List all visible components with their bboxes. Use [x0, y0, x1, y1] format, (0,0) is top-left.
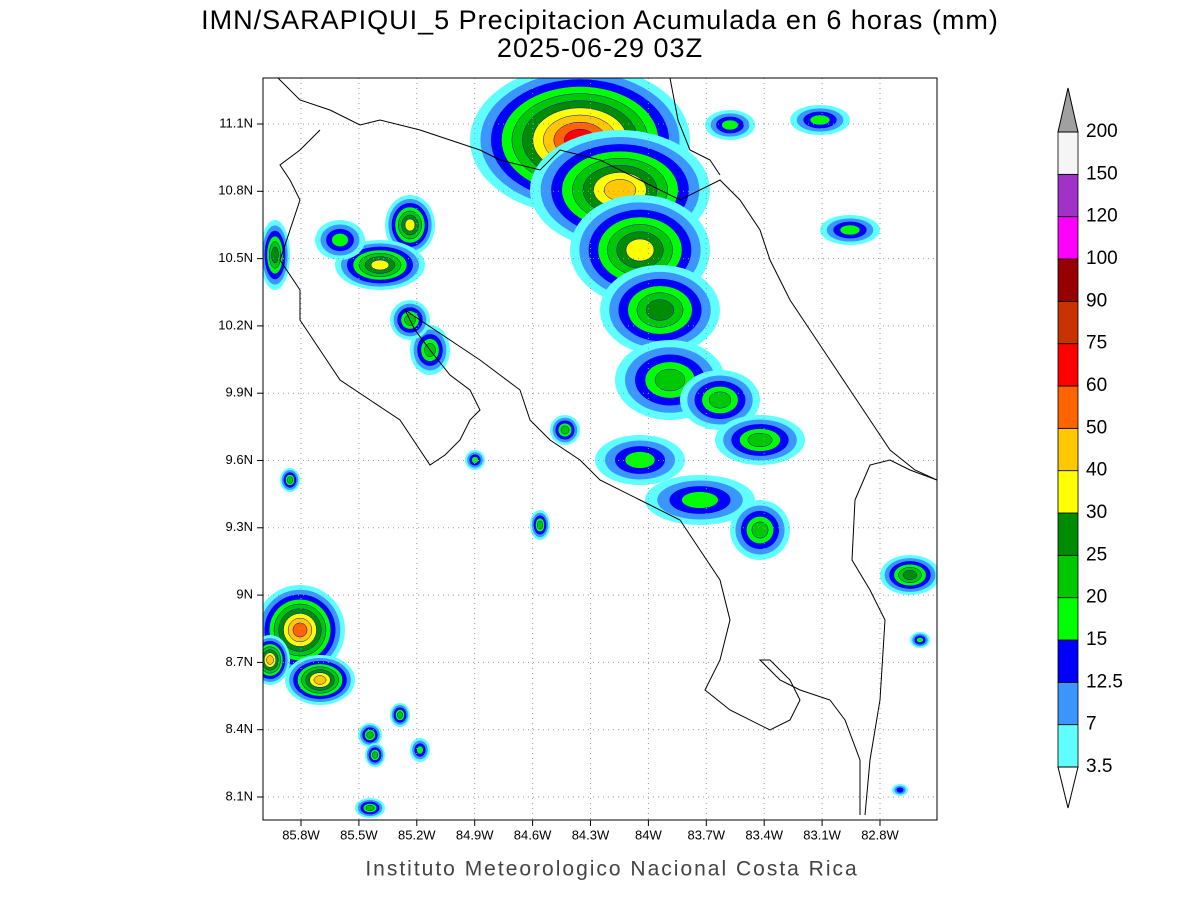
colorbar-over	[1057, 87, 1079, 133]
precip-area	[370, 259, 390, 271]
colorbar-label: 12.5	[1086, 671, 1123, 692]
precip-area	[839, 224, 861, 236]
lat-label: 8.4N	[226, 721, 253, 736]
lat-label: 8.7N	[226, 654, 253, 669]
lon-label: 84.6W	[514, 827, 552, 842]
colorbar-segment	[1057, 724, 1079, 768]
colorbar-label: 40	[1086, 460, 1107, 481]
colorbar-label: 90	[1086, 290, 1107, 311]
colorbar-segment	[1057, 512, 1079, 556]
colorbar-label: 20	[1086, 587, 1107, 608]
colorbar-segment	[1057, 343, 1079, 387]
lat-label: 10.2N	[218, 317, 253, 332]
lat-label: 8.1N	[226, 788, 253, 803]
lon-label: 83.1W	[803, 827, 841, 842]
precip-field	[263, 78, 937, 818]
precip-area	[287, 476, 293, 484]
precip-area	[365, 805, 375, 811]
precip-area	[331, 233, 349, 247]
precip-area	[809, 114, 831, 126]
colorbar-segment	[1057, 554, 1079, 599]
precip-area	[721, 119, 739, 131]
lon-label: 85.8W	[282, 827, 320, 842]
colorbar: 3.5 7 12.5 15 20 25 30 40 50 60 75 90 100 120 150 200	[1057, 87, 1123, 809]
colorbar-label: 50	[1086, 417, 1107, 438]
precip-area	[372, 751, 378, 759]
title: IMN/SARAPIQUI_5 Precipitacion Acumulada …	[201, 5, 999, 35]
colorbar-label: 150	[1086, 163, 1118, 184]
coastline	[277, 78, 937, 481]
footer: Instituto Meteorologico Nacional Costa R…	[365, 858, 858, 881]
lat-label: 9.3N	[226, 519, 253, 534]
lon-label: 84.3W	[572, 827, 610, 842]
colorbar-segment	[1057, 427, 1079, 472]
colorbar-under	[1057, 766, 1079, 809]
lon-label: 85.5W	[340, 827, 378, 842]
precip-area	[902, 570, 918, 580]
colorbar-segment	[1057, 597, 1079, 641]
precip-area	[896, 787, 904, 793]
lon-label: 84.9W	[456, 827, 494, 842]
precip-area	[366, 731, 374, 739]
coastline	[669, 78, 721, 176]
colorbar-segment	[1057, 258, 1079, 302]
coastline	[854, 459, 937, 501]
precip-area	[645, 299, 675, 321]
precip-area	[708, 391, 732, 409]
lon-label: 82.8W	[861, 827, 899, 842]
lat-label: 9.9N	[226, 385, 253, 400]
lat-label: 9.6N	[226, 452, 253, 467]
colorbar-segment	[1057, 300, 1079, 345]
colorbar-segment	[1057, 639, 1079, 683]
colorbar-label: 200	[1086, 121, 1118, 142]
coastlines	[277, 78, 937, 816]
colorbar-label: 3.5	[1086, 756, 1112, 777]
precip-area	[292, 622, 308, 638]
colorbar-segment	[1057, 385, 1079, 429]
precip-area	[625, 238, 655, 262]
colorbar-segment	[1057, 216, 1079, 260]
precip-area	[313, 675, 327, 685]
precip-area	[624, 451, 656, 469]
colorbar-label: 60	[1086, 375, 1107, 396]
precip-area	[266, 655, 274, 665]
lon-label: 85.2W	[398, 827, 436, 842]
colorbar-segment	[1057, 173, 1079, 218]
coastline	[851, 499, 886, 816]
precip-area	[916, 637, 924, 643]
map-frame	[262, 77, 938, 821]
coastline	[279, 129, 861, 815]
precip-area	[560, 425, 570, 435]
precip-area	[404, 218, 416, 232]
precip-area	[397, 711, 403, 719]
lat-label: 10.8N	[218, 183, 253, 198]
grid: 11.1N 10.8N 10.5N 10.2N 9.9N 9.6N 9.3N 9N 8.7N 8.…	[218, 78, 937, 842]
precip-area	[537, 520, 543, 530]
lon-label: 83.4W	[745, 827, 783, 842]
colorbar-segment	[1057, 131, 1079, 175]
precip-area	[747, 432, 773, 448]
colorbar-label: 7	[1086, 714, 1097, 735]
colorbar-segment	[1057, 681, 1079, 726]
colorbar-label: 25	[1086, 544, 1107, 565]
colorbar-label: 30	[1086, 502, 1107, 523]
lon-label: 83.7W	[688, 827, 726, 842]
subtitle: 2025-06-29 03Z	[497, 33, 703, 63]
colorbar-label: 15	[1086, 629, 1107, 650]
lon-label: 84W	[635, 827, 662, 842]
colorbar-label: 100	[1086, 248, 1118, 269]
lat-label: 10.5N	[218, 250, 253, 265]
precip-area	[271, 246, 279, 264]
precip-area	[416, 745, 424, 755]
precip-area	[654, 368, 686, 392]
colorbar-label: 75	[1086, 333, 1107, 354]
colorbar-label: 120	[1086, 206, 1118, 227]
precip-area	[681, 491, 719, 509]
lat-label: 11.1N	[219, 115, 253, 130]
precip-area	[471, 456, 479, 464]
colorbar-segment	[1057, 470, 1079, 514]
lat-label: 9N	[236, 587, 253, 602]
precip-area	[751, 521, 769, 539]
